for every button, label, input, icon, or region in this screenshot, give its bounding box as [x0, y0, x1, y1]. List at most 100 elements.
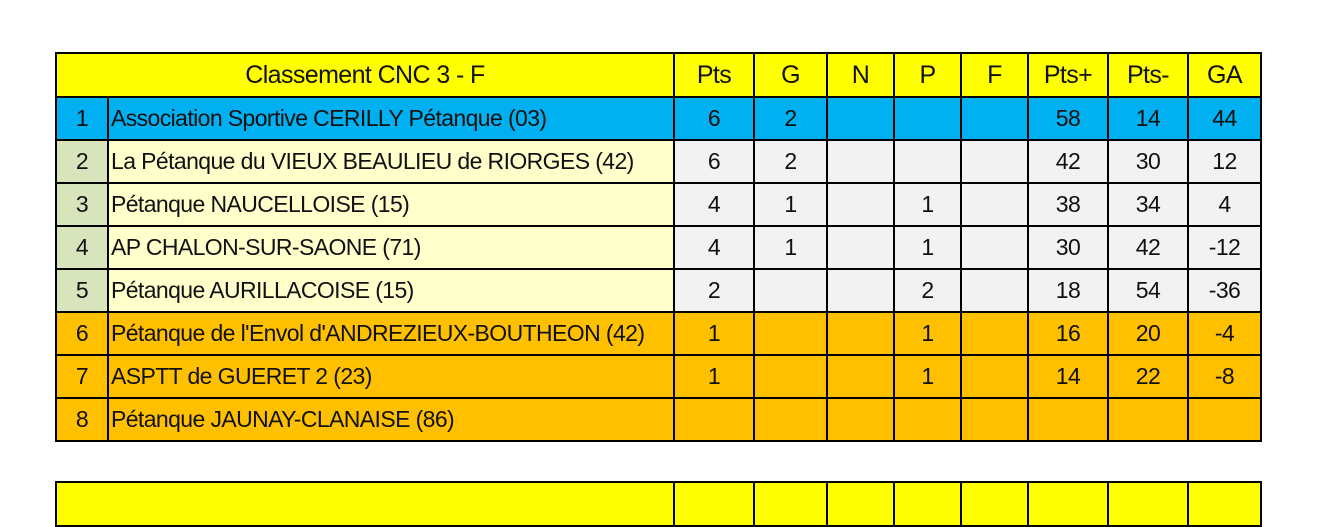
- rank-cell: 6: [55, 311, 109, 356]
- p-cell: [893, 96, 962, 141]
- team-name-cell: AP CHALON-SUR-SAONE (71): [107, 225, 675, 270]
- pts-plus-cell: 18: [1027, 268, 1109, 313]
- header-row: Classement CNC 3 - F Pts G N P F Pts+ Pt…: [55, 52, 1262, 98]
- col-header-f: F: [960, 52, 1029, 98]
- g-cell: 2: [753, 139, 828, 184]
- ga-cell: -12: [1187, 225, 1262, 270]
- f-cell: [960, 354, 1029, 399]
- ga-cell: 12: [1187, 139, 1262, 184]
- f-cell: [960, 225, 1029, 270]
- n-cell: [826, 139, 895, 184]
- table-row: 2 La Pétanque du VIEUX BEAULIEU de RIORGE…: [55, 139, 1262, 184]
- pts-minus-cell: 34: [1107, 182, 1189, 227]
- f-cell: [960, 96, 1029, 141]
- p-cell: 1: [893, 354, 962, 399]
- team-name-cell: Pétanque JAUNAY-CLANAISE (86): [107, 397, 675, 442]
- pts-plus-cell: [1027, 397, 1109, 442]
- pts-minus-cell: [1107, 397, 1189, 442]
- n-cell: [826, 182, 895, 227]
- pts-plus-cell: 38: [1027, 182, 1109, 227]
- rank-cell: 5: [55, 268, 109, 313]
- col-header-pts-plus: Pts+: [1027, 52, 1109, 98]
- pts-cell: [673, 397, 755, 442]
- p-cell: [893, 139, 962, 184]
- rank-cell: 2: [55, 139, 109, 184]
- p-cell: 1: [893, 225, 962, 270]
- pts-minus-cell: 14: [1107, 96, 1189, 141]
- team-name-cell: ASPTT de GUERET 2 (23): [107, 354, 675, 399]
- pts-minus-cell: 30: [1107, 139, 1189, 184]
- ga-cell: -8: [1187, 354, 1262, 399]
- g-cell: 1: [753, 182, 828, 227]
- g-cell: 1: [753, 225, 828, 270]
- team-name-cell: Pétanque de l'Envol d'ANDREZIEUX-BOUTHEO…: [107, 311, 675, 356]
- col-header-p: P: [893, 52, 962, 98]
- g-cell: [753, 354, 828, 399]
- n-cell: [826, 311, 895, 356]
- pts-plus-cell: 16: [1027, 311, 1109, 356]
- g-cell: [753, 311, 828, 356]
- pts-plus-cell: 14: [1027, 354, 1109, 399]
- rank-cell: 7: [55, 354, 109, 399]
- pts-plus-cell: 58: [1027, 96, 1109, 141]
- ga-cell: 4: [1187, 182, 1262, 227]
- table-row: 6 Pétanque de l'Envol d'ANDREZIEUX-BOUTHE…: [55, 311, 1262, 356]
- f-cell: [960, 139, 1029, 184]
- n-cell: [826, 268, 895, 313]
- team-name-cell: Pétanque NAUCELLOISE (15): [107, 182, 675, 227]
- ga-cell: -36: [1187, 268, 1262, 313]
- f-cell: [960, 182, 1029, 227]
- pts-plus-cell: 30: [1027, 225, 1109, 270]
- g-cell: [753, 268, 828, 313]
- pts-plus-cell: 42: [1027, 139, 1109, 184]
- p-cell: 1: [893, 311, 962, 356]
- ga-cell: -4: [1187, 311, 1262, 356]
- standings-table: Classement CNC 3 - F Pts G N P F Pts+ Pt…: [55, 52, 1262, 442]
- n-cell: [826, 96, 895, 141]
- col-header-n: N: [826, 52, 895, 98]
- ga-cell: [1187, 397, 1262, 442]
- f-cell: [960, 397, 1029, 442]
- p-cell: 2: [893, 268, 962, 313]
- table-row: 4 AP CHALON-SUR-SAONE (71) 4 1 1 30 42 -12: [55, 225, 1262, 270]
- col-header-pts-minus: Pts-: [1107, 52, 1189, 98]
- pts-minus-cell: 54: [1107, 268, 1189, 313]
- pts-minus-cell: 20: [1107, 311, 1189, 356]
- pts-cell: 1: [673, 354, 755, 399]
- rank-cell: 4: [55, 225, 109, 270]
- pts-cell: 2: [673, 268, 755, 313]
- n-cell: [826, 354, 895, 399]
- pts-cell: 6: [673, 139, 755, 184]
- n-cell: [826, 225, 895, 270]
- g-cell: 2: [753, 96, 828, 141]
- p-cell: [893, 397, 962, 442]
- table-row: 7 ASPTT de GUERET 2 (23) 1 1 14 22 -8: [55, 354, 1262, 399]
- pts-cell: 1: [673, 311, 755, 356]
- col-header-pts: Pts: [673, 52, 755, 98]
- f-cell: [960, 311, 1029, 356]
- ga-cell: 44: [1187, 96, 1262, 141]
- pts-cell: 4: [673, 225, 755, 270]
- f-cell: [960, 268, 1029, 313]
- table-row: 1 Association Sportive CERILLY Pétanque (…: [55, 96, 1262, 141]
- rank-cell: 8: [55, 397, 109, 442]
- pts-minus-cell: 42: [1107, 225, 1189, 270]
- p-cell: 1: [893, 182, 962, 227]
- next-table-header: [55, 481, 1262, 527]
- team-name-cell: La Pétanque du VIEUX BEAULIEU de RIORGES…: [107, 139, 675, 184]
- n-cell: [826, 397, 895, 442]
- table-title: Classement CNC 3 - F: [55, 52, 675, 98]
- g-cell: [753, 397, 828, 442]
- pts-minus-cell: 22: [1107, 354, 1189, 399]
- pts-cell: 6: [673, 96, 755, 141]
- rank-cell: 3: [55, 182, 109, 227]
- team-name-cell: Association Sportive CERILLY Pétanque (0…: [107, 96, 675, 141]
- col-header-g: G: [753, 52, 828, 98]
- table-row: 8 Pétanque JAUNAY-CLANAISE (86): [55, 397, 1262, 442]
- rank-cell: 1: [55, 96, 109, 141]
- pts-cell: 4: [673, 182, 755, 227]
- team-name-cell: Pétanque AURILLACOISE (15): [107, 268, 675, 313]
- table-row: 3 Pétanque NAUCELLOISE (15) 4 1 1 38 34 4: [55, 182, 1262, 227]
- col-header-ga: GA: [1187, 52, 1262, 98]
- table-row: 5 Pétanque AURILLACOISE (15) 2 2 18 54 -36: [55, 268, 1262, 313]
